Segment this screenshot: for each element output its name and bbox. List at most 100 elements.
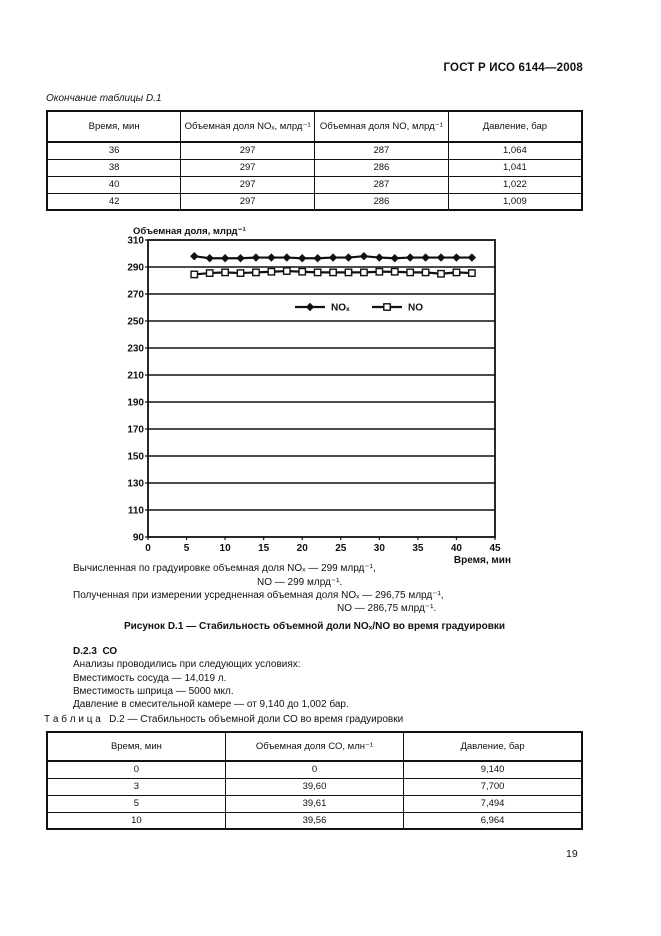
square-marker (252, 268, 260, 277)
x-tick-label: 40 (451, 543, 463, 554)
table-header-cell: Давление, бар (403, 731, 583, 762)
x-tick-label: 20 (297, 543, 309, 554)
y-tick-label: 190 (127, 398, 144, 409)
table-cell: 3 (46, 777, 226, 796)
figure-note-measured-no: NO — 286,75 млрд⁻¹. (337, 603, 437, 614)
y-tick-label: 290 (127, 263, 144, 274)
figure-note-calculated-no: NO — 299 млрд⁻¹. (257, 577, 343, 588)
table-cell: 287 (314, 141, 449, 160)
y-tick-label: 130 (127, 479, 144, 490)
table-cell: 297 (180, 192, 315, 211)
y-tick-label: 270 (127, 290, 144, 301)
section-d23-chamber-pressure: Давление в смесительной камере — от 9,14… (73, 699, 349, 711)
diamond-marker (359, 252, 369, 261)
table-cell: 9,140 (403, 760, 583, 779)
section-d23: D.2.3 СО Анализы проводились при следующ… (73, 645, 553, 711)
square-marker (421, 268, 430, 277)
x-tick-label: 15 (258, 543, 270, 554)
y-tick-label: 150 (127, 452, 144, 463)
table-cell: 7,700 (403, 777, 583, 796)
table-cell: 38 (46, 158, 182, 177)
y-tick-label: 250 (127, 317, 144, 328)
x-tick-label: 30 (374, 543, 386, 554)
table-row: 3 39,60 7,700 (46, 777, 583, 796)
table-d2: Время, мин Объемная доля СО, млн⁻¹ Давлени… (46, 731, 583, 830)
page-number: 19 (566, 848, 578, 860)
table-cell: 5 (46, 794, 226, 813)
x-axis-label: Время, мин (454, 555, 511, 566)
square-marker (383, 303, 391, 311)
square-marker (375, 267, 384, 276)
figure-d1-chart: 90 110 130 150 170 190 210 230 250 270 290 310 0 5 10 1… (125, 222, 525, 567)
table-cell: 39,56 (224, 811, 405, 830)
x-tick-label: 10 (220, 543, 232, 554)
table-cell: 42 (46, 192, 182, 211)
table-cell: 0 (224, 760, 405, 779)
diamond-marker (390, 254, 399, 263)
diamond-marker (328, 253, 338, 262)
x-tick-label: 25 (335, 543, 347, 554)
square-marker (467, 269, 476, 277)
table-row: 36 297 287 1,064 (46, 141, 583, 160)
diamond-marker (375, 253, 384, 262)
table-cell: 36 (46, 141, 182, 160)
square-marker (313, 268, 322, 277)
table-row: 42 297 286 1,009 (46, 192, 583, 211)
document-standard-number: ГОСТ Р ИСО 6144—2008 (443, 62, 583, 74)
table-header-cell: Время, мин (46, 110, 182, 143)
diamond-marker (421, 253, 430, 262)
square-marker (236, 269, 245, 277)
diamond-marker (220, 254, 230, 263)
legend-label: NOₓ (331, 303, 350, 314)
table-row: 40 297 287 1,022 (46, 175, 583, 194)
table-cell: 1,041 (447, 158, 583, 177)
diamond-marker (298, 254, 307, 263)
table-row: 10 39,56 6,964 (46, 811, 583, 830)
section-d23-conditions-intro: Анализы проводились при следующих услови… (73, 659, 301, 671)
square-marker (437, 269, 445, 278)
table-cell: 297 (180, 158, 315, 177)
diamond-marker (405, 253, 415, 262)
square-marker (360, 268, 368, 277)
table-d1-caption: Окончание таблицы D.1 (46, 93, 162, 104)
diamond-marker (452, 253, 461, 262)
plot-border (147, 239, 496, 538)
square-marker (221, 268, 230, 277)
section-d23-syringe-capacity: Вместимость шприца — 5000 мкл. (73, 685, 234, 697)
table-header-row: Время, мин Объемная доля СО, млн⁻¹ Давлени… (46, 731, 583, 762)
table-row: 0 0 9,140 (46, 760, 583, 779)
y-tick-label: 170 (127, 425, 144, 436)
diamond-marker (205, 254, 214, 263)
x-tick-label: 5 (184, 543, 190, 554)
legend-label: NO (408, 303, 423, 314)
table-row: 38 297 286 1,041 (46, 158, 583, 177)
square-marker (282, 267, 291, 275)
table-cell: 7,494 (403, 794, 583, 813)
diamond-marker (313, 254, 322, 263)
table-header-cell: Объемная доля NOₓ, млрд⁻¹ (180, 110, 315, 143)
y-tick-label: 110 (128, 506, 145, 517)
square-marker (344, 268, 353, 277)
square-marker (390, 267, 399, 276)
diamond-marker (305, 302, 315, 312)
figure-d1-caption: Рисунок D.1 — Стабильность объемной доли… (123, 621, 506, 632)
section-d23-vessel-capacity: Вместимость сосуда — 14,019 л. (73, 672, 227, 684)
stability-chart-svg: 90 110 130 150 170 190 210 230 250 270 290 310 0 5 10 1… (127, 226, 511, 566)
diamond-marker (251, 253, 261, 262)
chart-title: Объемная доля, млрд⁻¹ (133, 226, 246, 237)
table-d1: Время, мин Объемная доля NOₓ, млрд⁻¹ Объем… (46, 110, 583, 211)
table-cell: 40 (46, 175, 182, 194)
diamond-marker (436, 253, 446, 262)
y-tick-label: 310 (127, 236, 144, 247)
square-marker (406, 268, 415, 277)
y-tick-label: 230 (127, 344, 144, 355)
y-tick-label: 90 (133, 533, 145, 544)
figure-note-measured-nox: Полученная при измерении усредненная объ… (73, 590, 444, 601)
table-cell: 297 (180, 141, 315, 160)
square-marker (267, 267, 276, 276)
diamond-marker (236, 254, 245, 263)
table-cell: 287 (314, 175, 449, 194)
x-tick-label: 0 (145, 543, 151, 554)
table-cell: 0 (46, 760, 226, 779)
